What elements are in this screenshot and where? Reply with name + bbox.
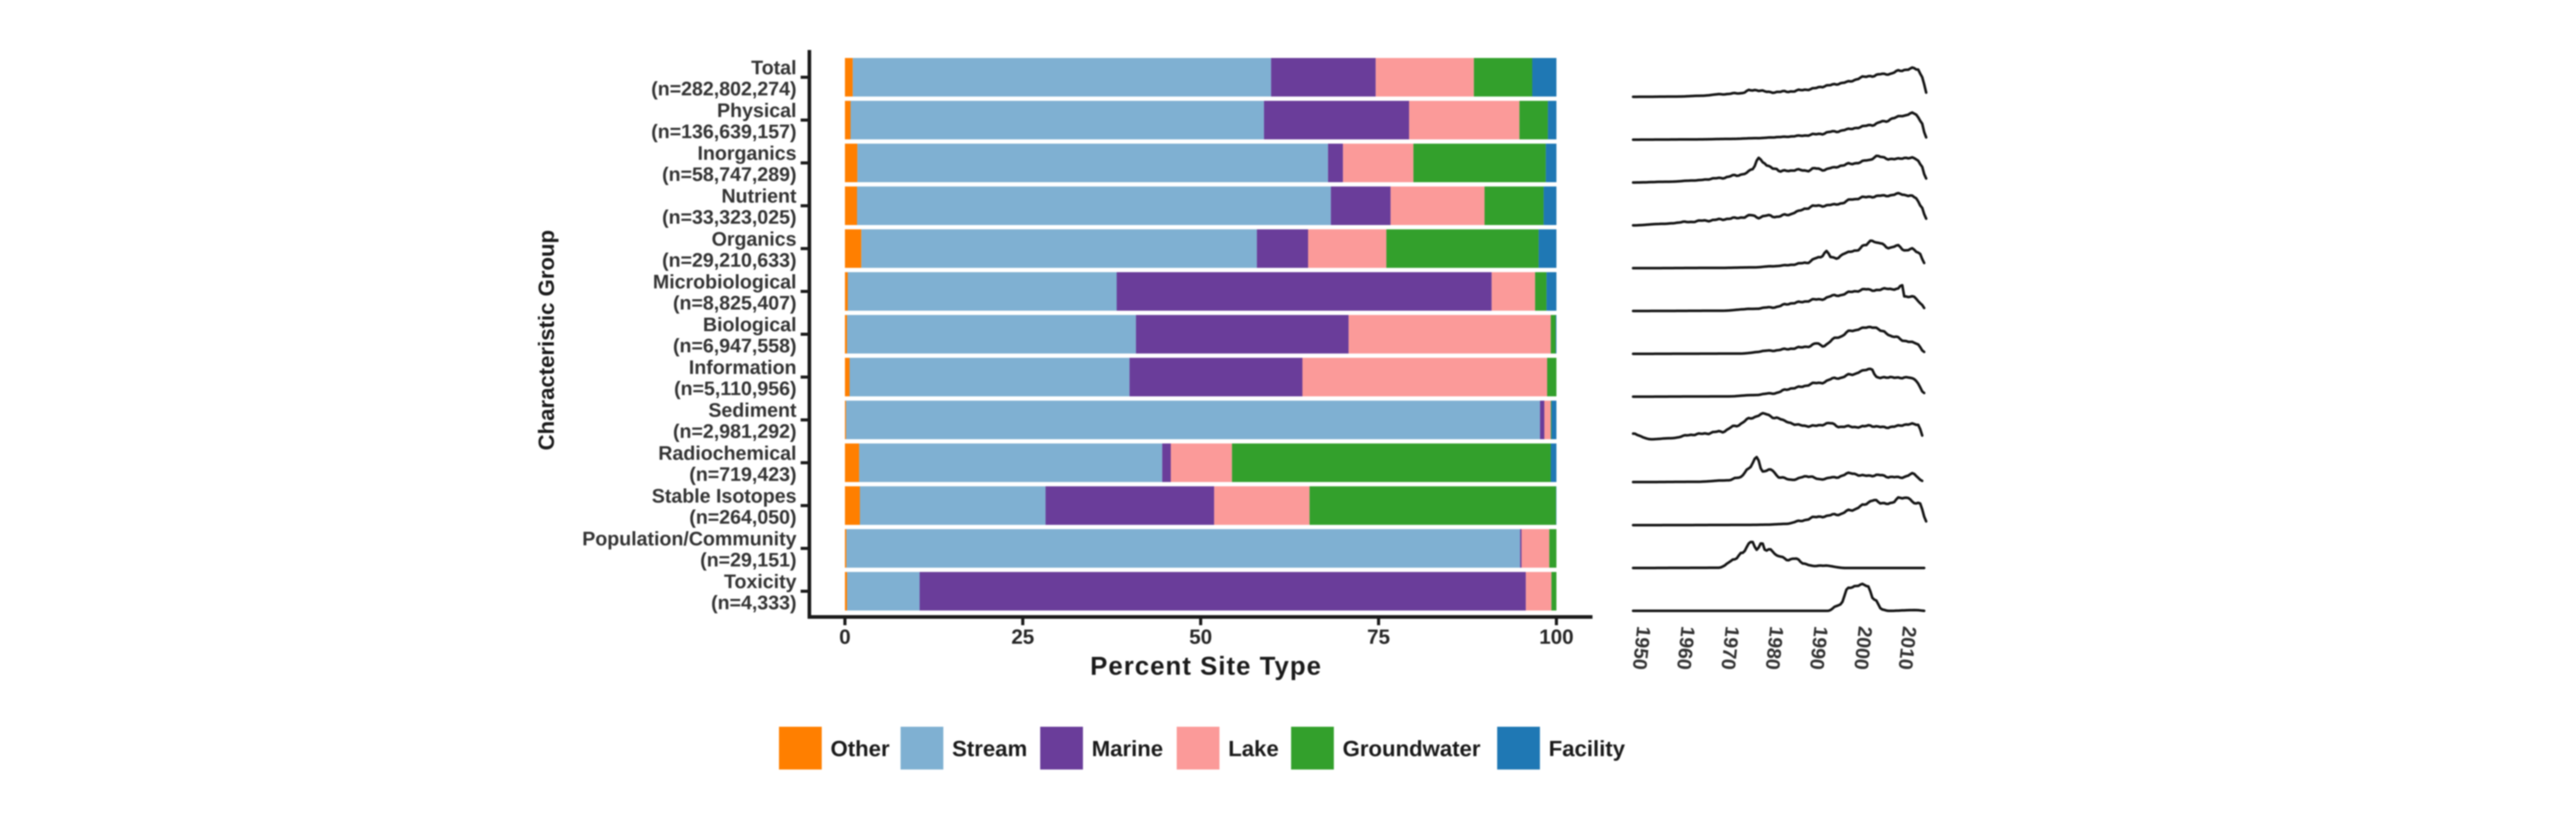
svg-text:Toxicity: Toxicity: [724, 571, 796, 593]
svg-text:(n=6,947,558): (n=6,947,558): [673, 336, 796, 357]
svg-text:0: 0: [839, 626, 851, 648]
svg-text:(n=58,747,289): (n=58,747,289): [662, 164, 796, 186]
svg-text:(n=282,802,274): (n=282,802,274): [651, 78, 796, 100]
svg-text:(n=4,333): (n=4,333): [711, 592, 796, 614]
svg-text:75: 75: [1367, 626, 1391, 648]
svg-text:100: 100: [1539, 626, 1574, 648]
svg-text:(n=8,825,407): (n=8,825,407): [673, 292, 796, 314]
svg-text:1950: 1950: [1628, 625, 1654, 671]
svg-text:(n=29,151): (n=29,151): [700, 549, 796, 571]
svg-text:1980: 1980: [1761, 625, 1787, 671]
svg-text:1990: 1990: [1805, 625, 1832, 671]
svg-text:(n=29,210,633): (n=29,210,633): [662, 249, 796, 271]
svg-text:Characteristic Group: Characteristic Group: [534, 230, 559, 450]
svg-text:(n=5,110,956): (n=5,110,956): [674, 378, 796, 400]
svg-text:(n=264,050): (n=264,050): [689, 507, 796, 528]
svg-text:1960: 1960: [1672, 625, 1699, 671]
svg-text:Organics: Organics: [711, 228, 796, 250]
svg-text:25: 25: [1011, 626, 1035, 648]
svg-text:(n=136,639,157): (n=136,639,157): [651, 121, 796, 143]
svg-text:Sediment: Sediment: [708, 400, 796, 422]
svg-text:Population/Community: Population/Community: [582, 528, 796, 550]
svg-text:2000: 2000: [1850, 625, 1876, 671]
svg-text:Microbiological: Microbiological: [653, 271, 796, 293]
svg-text:Biological: Biological: [703, 314, 796, 336]
svg-text:Stable Isotopes: Stable Isotopes: [652, 486, 796, 507]
svg-text:Information: Information: [689, 357, 796, 379]
svg-text:1970: 1970: [1717, 625, 1743, 671]
svg-text:Stream: Stream: [952, 737, 1027, 761]
svg-text:Inorganics: Inorganics: [698, 143, 796, 164]
svg-text:(n=2,981,292): (n=2,981,292): [673, 421, 796, 443]
svg-text:(n=719,423): (n=719,423): [689, 464, 796, 486]
svg-text:(n=33,323,025): (n=33,323,025): [662, 207, 796, 228]
svg-text:Physical: Physical: [717, 100, 796, 122]
svg-text:2010: 2010: [1894, 625, 1920, 671]
svg-text:Radiochemical: Radiochemical: [658, 443, 796, 464]
svg-text:Total: Total: [751, 57, 796, 79]
svg-text:Percent Site Type: Percent Site Type: [1090, 651, 1322, 680]
svg-text:Other: Other: [831, 737, 890, 761]
svg-text:50: 50: [1189, 626, 1212, 648]
svg-text:Nutrient: Nutrient: [721, 186, 796, 207]
svg-text:Marine: Marine: [1092, 737, 1163, 761]
svg-text:Lake: Lake: [1228, 737, 1279, 761]
svg-text:Facility: Facility: [1549, 737, 1625, 761]
svg-text:Groundwater: Groundwater: [1343, 737, 1481, 761]
